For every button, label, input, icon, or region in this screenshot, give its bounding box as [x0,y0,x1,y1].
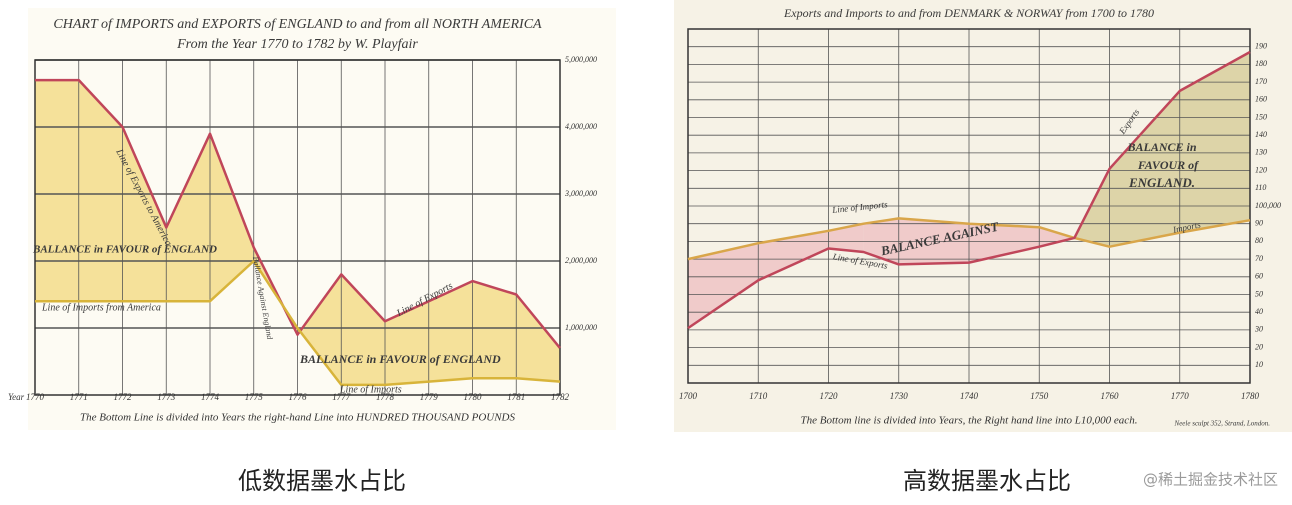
balance-area [828,223,864,253]
annotation: Line of Imports [339,384,402,395]
y-tick-label: 1,000,000 [565,323,597,332]
x-tick-label: 1720 [820,391,839,401]
y-tick-label: 50 [1255,289,1263,298]
annotation: FAVOUR of [1137,158,1199,172]
x-tick-label: 1781 [507,392,525,402]
y-tick-label: 60 [1255,272,1263,281]
balance-area [758,230,829,281]
y-tick-label: 90 [1255,219,1263,228]
x-tick-label: 1782 [551,392,570,402]
x-tick-label: 1773 [157,392,176,402]
balance-area [210,133,254,302]
annotation: Line of Imports from America [41,302,161,313]
y-tick-label: 2,000,000 [565,256,597,265]
x-tick-label: 1772 [114,392,133,402]
y-tick-label: 140 [1255,130,1267,139]
watermark: @稀土掘金技术社区 [1143,471,1278,489]
y-tick-label: 3,000,000 [564,189,597,198]
chart-title: Exports and Imports to and from DENMARK … [783,6,1154,20]
series-line [35,78,561,349]
x-tick-label: 1777 [332,392,351,402]
x-tick-label: 1775 [245,392,264,402]
x-tick-label: 1730 [890,391,909,401]
x-tick-label: 1779 [420,392,439,402]
balance-area [341,274,385,385]
caption: 高数据墨水占比 [903,467,1071,495]
annotation: Neele sculpt 352, Strand, London. [1174,420,1271,428]
balance-area [166,133,210,302]
y-tick-label: 20 [1255,342,1263,351]
balance-area [516,294,560,382]
balance-area [428,281,473,382]
x-tick-label: 1780 [1241,391,1260,401]
annotation: ENGLAND. [1128,175,1195,190]
x-tick-label: 1774 [201,392,220,402]
x-tick-label: 1776 [289,392,308,402]
annotation: Year [8,392,25,402]
balance-area [78,80,123,302]
x-tick-label: 1760 [1101,391,1120,401]
series-line [687,50,1251,330]
balance-area [122,127,167,302]
x-tick-label: 1700 [679,391,698,401]
x-tick-label: 1780 [464,392,483,402]
balance-area [1039,227,1075,247]
balance-area [969,223,1040,263]
y-tick-label: 80 [1255,236,1263,245]
x-tick-label: 1778 [376,392,395,402]
series-line [35,259,561,387]
y-tick-label: 190 [1255,42,1267,51]
balance-area [1109,90,1180,247]
y-tick-label: 110 [1255,183,1266,192]
y-tick-label: 10 [1255,360,1263,369]
y-tick-label: 120 [1255,165,1267,174]
chart-title: CHART of IMPORTS and EXPORTS of ENGLAND … [53,17,542,32]
x-tick-label: 1750 [1030,391,1049,401]
y-tick-label: 100,000 [1255,201,1281,210]
balance-area [297,274,342,385]
balance-area [35,80,79,302]
y-tick-label: 170 [1255,77,1267,86]
plot-frame [34,59,561,396]
y-tick-label: 5,000,000 [565,55,597,64]
x-tick-label: 1740 [960,391,979,401]
y-tick-label: 160 [1255,95,1267,104]
caption: 低数据墨水占比 [238,467,406,495]
x-tick-label: 1770 [26,392,45,402]
balance-area [1179,52,1250,233]
x-tick-label: 1771 [70,392,88,402]
x-tick-label: 1710 [749,391,768,401]
footnote: The Bottom Line is divided into Years th… [80,412,516,424]
series-line [687,217,1251,261]
balance-area [385,301,429,385]
y-tick-label: 150 [1255,112,1267,121]
chart-title: From the Year 1770 to 1782 by W. Playfai… [176,37,418,52]
y-tick-label: 40 [1255,307,1263,316]
y-tick-label: 180 [1255,59,1267,68]
y-tick-label: 4,000,000 [565,122,597,131]
balance-area [472,281,517,379]
annotation: BALLANCE in FAVOUR of ENGLAND [299,352,501,366]
plot-frame [687,28,1251,384]
footnote: The Bottom line is divided into Years, t… [801,415,1138,427]
y-tick-label: 130 [1255,148,1267,157]
annotation: BALLANCE in FAVOUR of ENGLAND [32,244,217,256]
balance-area [688,243,759,329]
y-tick-label: 30 [1254,325,1263,334]
y-tick-label: 70 [1255,254,1263,263]
annotation: BALANCE in [1126,140,1196,154]
x-tick-label: 1770 [1171,391,1190,401]
